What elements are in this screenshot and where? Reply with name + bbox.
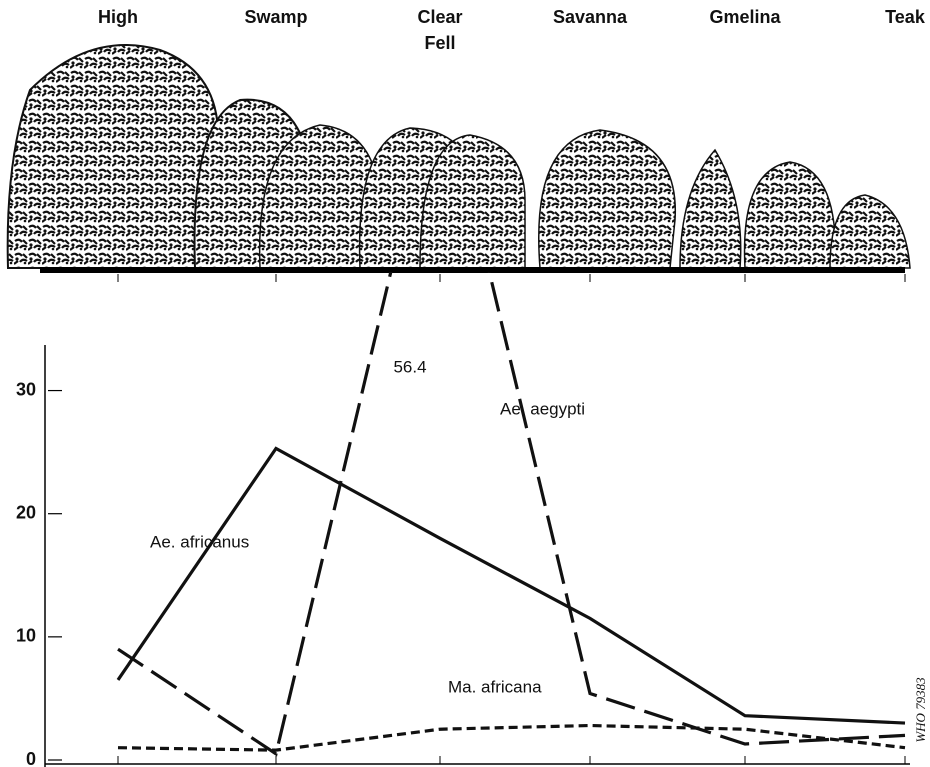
category-label: Teak <box>885 7 926 27</box>
data-label: 56.4 <box>393 357 426 376</box>
vegetation-illustration <box>8 45 910 270</box>
credit: WHO 79383 <box>913 677 928 743</box>
series-label: Ma. africana <box>448 677 542 696</box>
y-tick-label: 10 <box>16 626 36 646</box>
category-label: Swamp <box>244 7 307 27</box>
series-label: Ae. africanus <box>150 532 249 551</box>
chart: WHO 79383 0 10 20 30 High Swamp ClearFell Savan… <box>0 0 930 767</box>
y-tick-label: 20 <box>16 502 36 522</box>
category-label: Savanna <box>553 7 628 27</box>
category-label: High <box>98 7 138 27</box>
series-label: Ae. aegypti <box>500 399 585 418</box>
category-label: Gmelina <box>709 7 781 27</box>
y-tick-label: 30 <box>16 379 36 399</box>
y-tick-label: 0 <box>26 749 36 767</box>
